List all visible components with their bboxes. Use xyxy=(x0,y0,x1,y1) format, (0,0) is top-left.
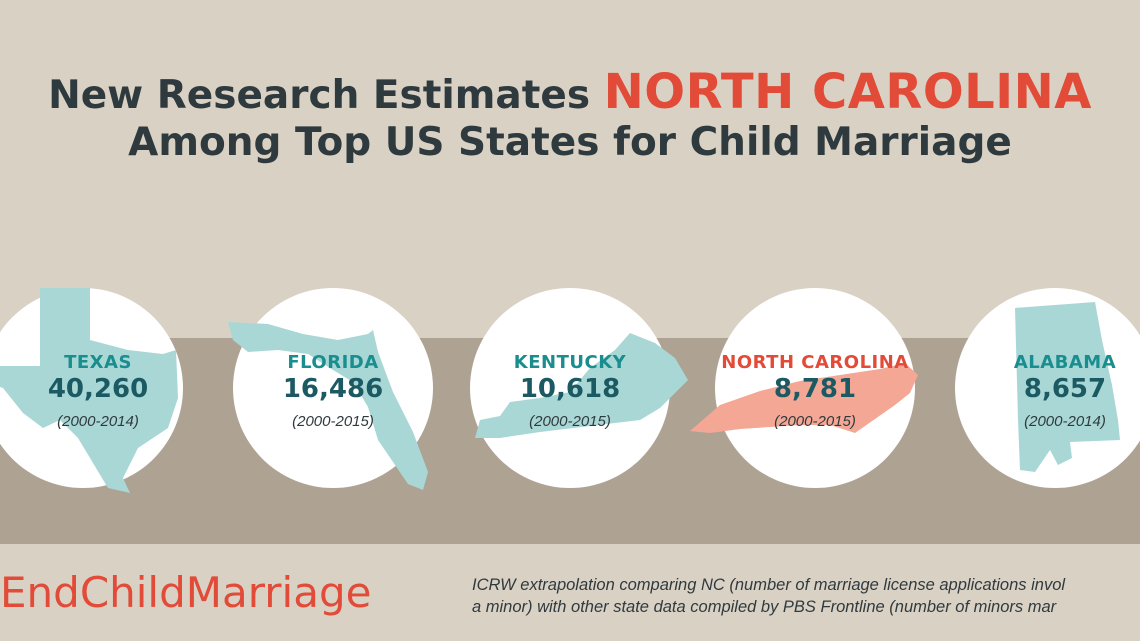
state-years: (2000-2015) xyxy=(774,413,856,430)
state-value: 8,781 xyxy=(773,374,857,404)
headline-highlight: NORTH CAROLINA xyxy=(603,64,1092,120)
state-name: FLORIDA xyxy=(287,352,379,373)
state-value: 40,260 xyxy=(47,374,149,404)
state-name: TEXAS xyxy=(64,352,132,373)
headline-prefix: New Research Estimates xyxy=(48,73,604,118)
source-line-1: ICRW extrapolation comparing NC (number … xyxy=(472,576,1066,594)
state-value: 16,486 xyxy=(282,374,384,404)
state-card-texas: TEXAS 40,260 (2000-2014) xyxy=(0,288,183,493)
kentucky-shape-icon xyxy=(475,333,688,438)
state-years: (2000-2014) xyxy=(1024,413,1106,430)
north-carolina-shape-icon xyxy=(690,363,918,433)
headline-line-1: New Research Estimates NORTH CAROLINA xyxy=(0,64,1140,120)
state-card-alabama: ALABAMA 8,657 (2000-2014) xyxy=(955,288,1140,488)
florida-shape-icon xyxy=(228,322,428,490)
source-line-2: a minor) with other state data compiled … xyxy=(472,598,1057,616)
state-name: KENTUCKY xyxy=(513,352,627,373)
state-years: (2000-2015) xyxy=(529,413,611,430)
state-name: NORTH CAROLINA xyxy=(721,352,909,373)
hashtag: EndChildMarriage xyxy=(0,568,372,617)
state-card-kentucky: KENTUCKY 10,618 (2000-2015) xyxy=(470,288,688,488)
state-value: 8,657 xyxy=(1023,374,1107,404)
headline-line-2: Among Top US States for Child Marriage xyxy=(128,120,1012,165)
state-card-florida: FLORIDA 16,486 (2000-2015) xyxy=(228,288,433,490)
state-card-north-carolina: NORTH CAROLINA 8,781 (2000-2015) xyxy=(690,288,918,488)
state-name: ALABAMA xyxy=(1013,352,1117,373)
state-years: (2000-2015) xyxy=(292,413,374,430)
alabama-shape-icon xyxy=(1015,302,1120,472)
state-value: 10,618 xyxy=(519,374,621,404)
texas-shape-icon xyxy=(0,288,178,493)
source-note: ICRW extrapolation comparing NC (number … xyxy=(472,574,1140,618)
state-years: (2000-2014) xyxy=(57,413,139,430)
